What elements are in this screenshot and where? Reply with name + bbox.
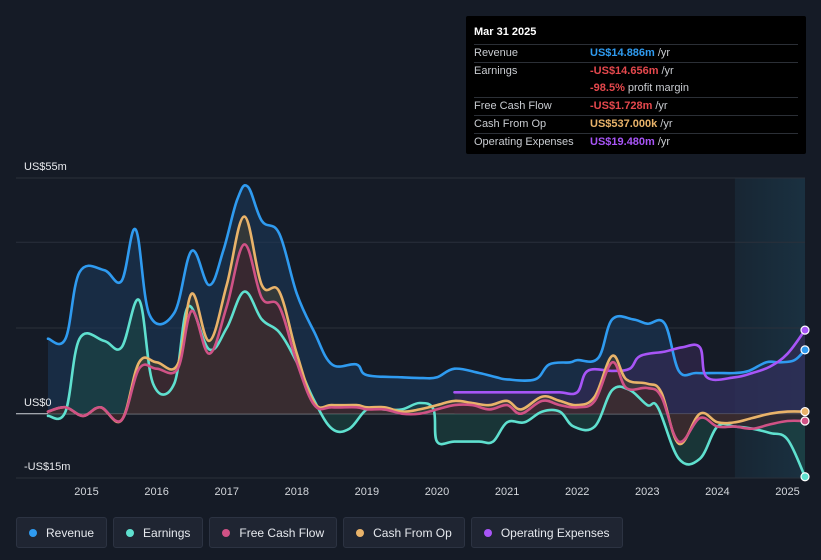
y-axis-top-label: US$55m [24,161,67,173]
tooltip-row-unit: /yr [655,100,668,112]
legend-dot-icon [126,528,135,537]
legend-label: Earnings [143,525,191,540]
x-tick-label: 2025 [775,486,799,498]
tooltip-row-value: US$537.000k [590,118,658,130]
tooltip-row: Earnings -US$14.656m/yr [474,62,798,80]
revenue-end-marker [800,345,810,355]
tooltip-row: Operating Expenses US$19.480m/yr [474,133,798,151]
legend-label: Operating Expenses [500,525,610,540]
chart-legend: Revenue Earnings Free Cash Flow Cash From O… [16,517,623,548]
financial-area-chart: US$55m US$0 -US$15m 2015 2016 2017 2018 2019… [16,161,810,498]
cash-from-op-end-marker [800,406,810,417]
x-tick-label: 2022 [565,486,589,498]
operating-expenses-line [453,328,807,396]
tooltip-row-value: -US$1.728m [590,100,653,112]
x-tick-label: 2016 [144,486,168,498]
legend-item-cash-from-op[interactable]: Cash From Op [343,517,465,548]
operating-expenses-end-marker [800,325,810,335]
tooltip-row-label: Operating Expenses [474,136,574,148]
x-tick-label: 2018 [285,486,309,498]
tooltip-row-label: Earnings [474,65,518,77]
legend-dot-icon [222,528,231,537]
legend-label: Cash From Op [373,525,452,540]
x-tick-label: 2023 [635,486,659,498]
tooltip-row-unit: /yr [657,47,671,59]
tooltip-row-value: US$14.886m [590,47,655,59]
tooltip-row-unit: /yr [657,136,671,148]
tooltip-row-label: Free Cash Flow [474,100,552,112]
legend-label: Revenue [46,525,95,540]
tooltip-row: Revenue US$14.886m/yr [474,44,798,62]
tooltip-row: Free Cash Flow -US$1.728m/yr [474,97,798,115]
legend-dot-icon [356,528,365,537]
legend-dot-icon [29,528,37,537]
x-tick-label: 2015 [74,486,98,498]
legend-dot-icon [483,528,492,537]
earnings-end-marker [800,472,810,482]
tooltip-row-unit: profit margin [627,82,689,94]
tooltip-date: Mar 31 2025 [474,26,537,38]
legend-item-earnings[interactable]: Earnings [113,517,204,548]
x-tick-label: 2019 [355,486,379,498]
tooltip-row-value: -US$14.656m [590,65,659,77]
legend-item-revenue[interactable]: Revenue [16,517,108,548]
y-axis-bottom-label: -US$15m [24,461,70,473]
x-tick-label: 2021 [495,486,519,498]
tooltip-panel: Mar 31 2025 Revenue US$14.886m/yr Earnings… [466,16,806,154]
tooltip-row-label: Revenue [474,47,519,59]
tooltip-row: -98.5% profit margin [474,80,798,97]
revenue-line [46,184,807,382]
tooltip-row-unit: /yr [661,65,674,77]
free-cash-flow-line [46,243,807,444]
tooltip-row-label [474,80,590,97]
tooltip-row-unit: /yr [660,118,673,130]
legend-label: Free Cash Flow [239,525,325,540]
tooltip-row-label: Cash From Op [474,118,547,130]
tooltip-row-value: -98.5% [590,82,625,94]
free-cash-flow-end-marker [800,416,810,426]
legend-item-operating-expenses[interactable]: Operating Expenses [470,517,623,548]
x-tick-label: 2017 [214,486,238,498]
y-axis-zero-label: US$0 [24,397,52,409]
x-tick-label: 2020 [425,486,449,498]
tooltip-row-value: US$19.480m [590,136,655,148]
legend-item-free-cash-flow[interactable]: Free Cash Flow [209,517,338,548]
free-cash-flow-area [48,244,805,442]
tooltip-row: Cash From Op US$537.000k/yr [474,115,798,133]
x-tick-label: 2024 [705,486,729,498]
